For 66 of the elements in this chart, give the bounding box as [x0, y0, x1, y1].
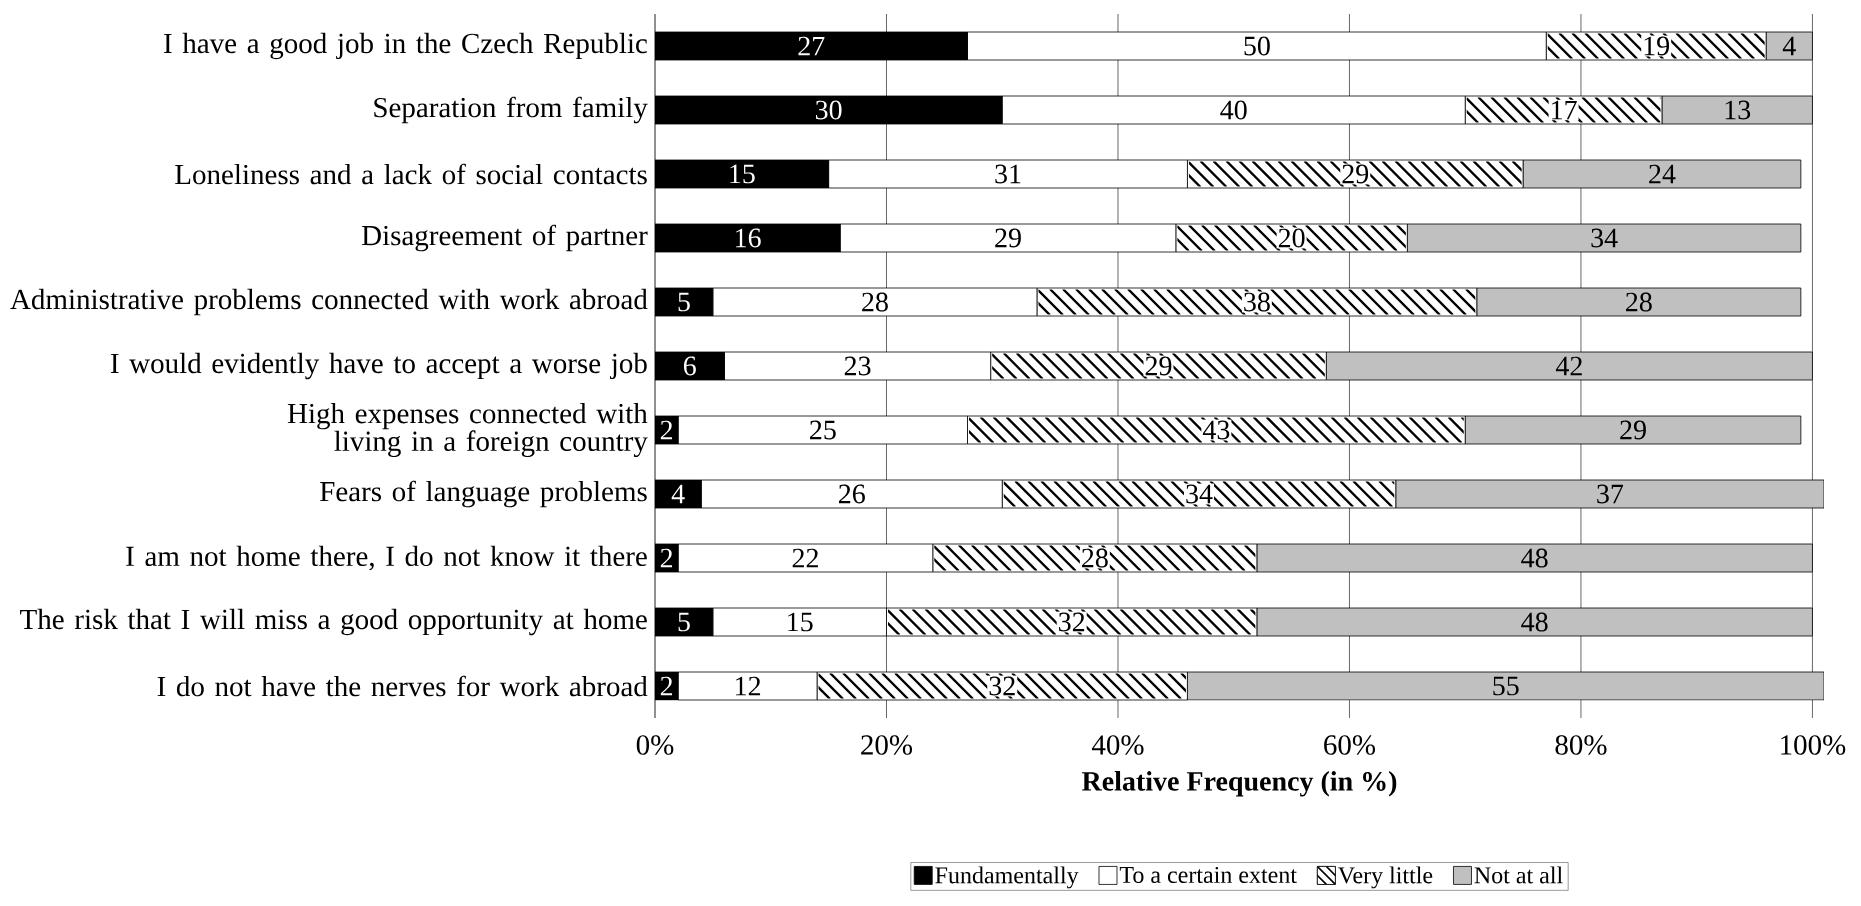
- x-tick-label: 0%: [636, 735, 674, 755]
- data-label: 24: [1649, 164, 1676, 184]
- data-label: 30: [815, 100, 842, 120]
- x-tick-label: 20%: [861, 735, 913, 755]
- data-label: 29: [1620, 420, 1646, 440]
- data-label: 23: [844, 356, 871, 376]
- x-tick-label: 100%: [1781, 735, 1846, 755]
- data-label: 40: [1220, 100, 1247, 120]
- data-label: 29: [995, 228, 1021, 248]
- data-label: 48: [1521, 548, 1548, 568]
- data-label: 22: [792, 548, 818, 568]
- y-tick-label: Fears of language problems: [320, 480, 647, 508]
- data-label: 29: [1145, 356, 1172, 376]
- data-label: 55: [1493, 676, 1519, 696]
- x-tick-label: 80%: [1555, 735, 1607, 755]
- y-tick-label: I do not have the nerves for work abroad: [157, 675, 648, 697]
- legend-label: To a certain extent: [1119, 866, 1297, 884]
- y-tick-label: High expenses connected with living in a foreign country: [287, 402, 648, 458]
- data-label: 32: [989, 676, 1015, 696]
- data-label: 28: [1082, 548, 1108, 568]
- y-tick-label: Loneliness and a lack of social contacts: [175, 163, 647, 185]
- data-label: 31: [995, 164, 1021, 184]
- data-label: 28: [1626, 292, 1652, 312]
- data-label: 28: [862, 292, 888, 312]
- data-label: 27: [798, 36, 825, 56]
- data-label: 2: [660, 548, 673, 568]
- y-tick-label: I have a good job in the Czech Republic: [164, 32, 647, 60]
- data-label: 5: [678, 292, 690, 312]
- data-label: 12: [736, 676, 761, 696]
- data-label: 15: [788, 612, 813, 632]
- legend-label: Fundamentally: [935, 866, 1079, 889]
- data-label: 32: [1059, 612, 1085, 632]
- x-tick-label: 60%: [1324, 735, 1376, 755]
- y-tick-label: Disagreement of partner: [361, 224, 648, 252]
- legend-label: Not at all: [1474, 866, 1563, 884]
- y-tick-label: Separation from family: [374, 96, 648, 124]
- y-tick-label: The risk that I will miss a good opportunity at home: [20, 608, 647, 636]
- data-label: 34: [1591, 228, 1618, 248]
- data-label: 29: [1342, 164, 1369, 184]
- data-label: 38: [1244, 292, 1270, 312]
- x-tick-label: 40%: [1091, 735, 1144, 755]
- data-label: 17: [1552, 100, 1577, 120]
- data-label: 42: [1555, 356, 1582, 376]
- data-label: 15: [730, 164, 755, 184]
- data-label: 19: [1644, 36, 1670, 56]
- y-tick-label: I am not home there, I do not know it there: [126, 545, 647, 571]
- data-label: 2: [660, 420, 673, 440]
- legend-label: Very little: [1338, 866, 1433, 889]
- data-label: 48: [1521, 612, 1548, 632]
- y-tick-label: Administrative problems connected with work abroad: [10, 288, 648, 316]
- data-label: 25: [810, 420, 836, 440]
- data-label: 16: [736, 228, 761, 248]
- x-axis-title: Relative Frequency (in %): [1082, 771, 1397, 797]
- data-label: 34: [1186, 484, 1213, 504]
- data-label: 13: [1725, 100, 1751, 120]
- data-label: 43: [1202, 420, 1230, 440]
- data-label: 20: [1278, 228, 1305, 248]
- data-label: 2: [660, 676, 673, 696]
- data-label: 5: [678, 612, 690, 632]
- data-label: 37: [1597, 484, 1624, 504]
- data-label: 50: [1244, 36, 1270, 56]
- data-label: 26: [839, 484, 865, 504]
- data-label: 4: [1782, 36, 1796, 56]
- data-label: 6: [683, 356, 696, 376]
- y-tick-label: I would evidently have to accept a worse job: [110, 352, 647, 380]
- data-label: 4: [671, 484, 685, 504]
